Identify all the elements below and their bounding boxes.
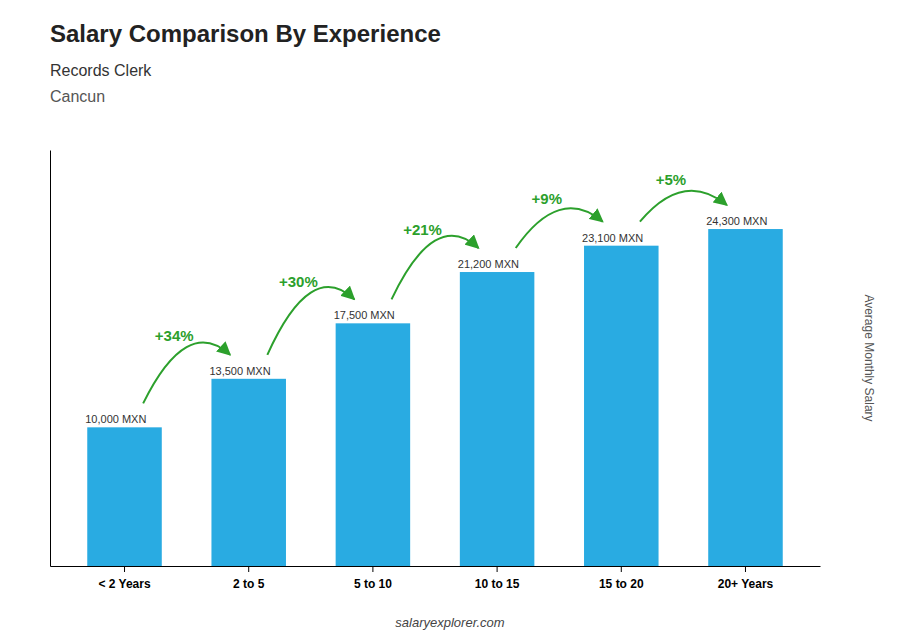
chart: Salary Comparison By Experience Records C… [0, 0, 900, 641]
annotation-arrow [143, 342, 230, 403]
plot-area [87, 229, 782, 566]
x-tick-label: 5 to 10 [354, 577, 392, 591]
x-tick: 20+ Years [718, 566, 774, 591]
annotation: +21% [403, 221, 442, 238]
annotation: +34% [155, 327, 194, 344]
data-label: 21,200 MXN [458, 258, 519, 270]
data-label: 17,500 MXN [334, 309, 395, 321]
bar [460, 272, 535, 566]
x-tick-mark [248, 566, 249, 572]
bar [87, 427, 162, 566]
data-label: 23,100 MXN [582, 232, 643, 244]
x-tick-label: 15 to 20 [599, 577, 644, 591]
annotation: +9% [532, 190, 562, 207]
x-tick-mark [372, 566, 373, 572]
annotation-arrow [392, 236, 479, 300]
bar [584, 246, 659, 566]
x-tick: 2 to 5 [233, 566, 265, 591]
annotation-arrow [640, 191, 727, 222]
x-tick-label: 10 to 15 [475, 577, 520, 591]
subtitle: Records Clerk [50, 62, 152, 79]
x-axis: < 2 Years 2 to 5 5 to 10 10 to 15 15 to 20 20… [51, 566, 821, 591]
annotation-arrow [267, 287, 354, 355]
data-label: 13,500 MXN [209, 365, 270, 377]
annotation: +5% [656, 171, 686, 188]
x-tick-label: < 2 Years [98, 577, 150, 591]
bar [708, 229, 783, 566]
x-tick: 10 to 15 [475, 566, 520, 591]
x-tick-mark [621, 566, 622, 572]
data-label: 10,000 MXN [85, 413, 146, 425]
y-axis [50, 151, 51, 567]
bar [336, 323, 411, 566]
x-tick-mark [124, 566, 125, 572]
subtitle: Cancun [50, 88, 105, 105]
x-tick-mark [497, 566, 498, 572]
y-axis-line [50, 151, 51, 567]
x-tick: 5 to 10 [354, 566, 392, 591]
data-label: 24,300 MXN [706, 215, 767, 227]
x-tick: 15 to 20 [599, 566, 644, 591]
x-tick-label: 2 to 5 [233, 577, 265, 591]
x-tick-mark [745, 566, 746, 572]
labels: 10,000 MXN 13,500 MXN 17,500 MXN 21,200 MXN… [85, 171, 767, 425]
annotation: +30% [279, 273, 318, 290]
y-axis-title: Average Monthly Salary [862, 294, 876, 421]
bar [211, 379, 286, 566]
annotation-arrow [516, 208, 603, 248]
x-tick: < 2 Years [98, 566, 150, 591]
x-axis-line [51, 566, 821, 567]
title: Salary Comparison By Experience [50, 20, 441, 47]
footer: salaryexplorer.com [395, 615, 505, 630]
x-tick-label: 20+ Years [718, 577, 774, 591]
